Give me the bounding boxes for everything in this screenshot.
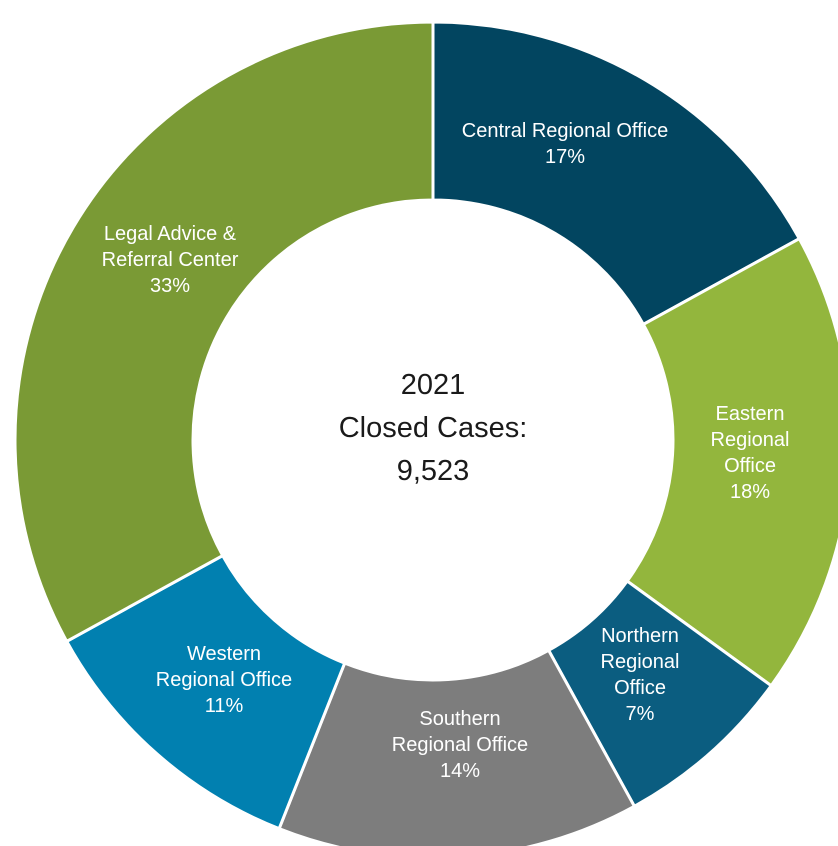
slice-label-4-line-0: Western <box>187 643 261 665</box>
slice-label-0: Central Regional Office 17% <box>462 120 668 168</box>
slice-label-1-line-3: 18% <box>730 481 770 503</box>
slice-label-3-line-1: Regional Office <box>392 734 528 756</box>
slice-label-4: Western Regional Office 11% <box>156 643 292 717</box>
slice-1 <box>625 236 838 688</box>
slice-0 <box>431 20 802 327</box>
center-subtitle: Closed Cases: <box>339 412 528 444</box>
slice-label-4-line-1: Regional Office <box>156 669 292 691</box>
slice-label-1-line-0: Eastern <box>716 403 785 425</box>
slice-label-5: Legal Advice & Referral Center 33% <box>102 223 239 297</box>
slice-labels-group: Central Regional Office 17% Eastern Regiona… <box>102 120 790 782</box>
slice-label-2-line-3: 7% <box>626 703 655 725</box>
slice-label-4-line-2: 11% <box>205 695 244 717</box>
slice-label-3-line-0: Southern <box>419 708 500 730</box>
slice-label-0-line-1: 17% <box>545 146 585 168</box>
slice-label-2-line-2: Office <box>614 677 666 699</box>
slice-label-2: Northern Regional Office 7% <box>601 625 680 725</box>
slice-label-3-line-2: 14% <box>440 760 480 782</box>
center-total: 9,523 <box>397 455 470 487</box>
slice-label-5-line-0: Legal Advice & <box>104 223 237 245</box>
slice-label-1: Eastern Regional Office 18% <box>711 403 790 503</box>
slice-label-0-line-0: Central Regional Office <box>462 120 668 142</box>
slice-label-1-line-2: Office <box>724 455 776 477</box>
slice-label-5-line-1: Referral Center <box>102 249 239 271</box>
slice-label-3: Southern Regional Office 14% <box>392 708 528 782</box>
slice-label-2-line-1: Regional <box>601 651 680 673</box>
center-title: 2021 <box>401 369 466 401</box>
slice-label-2-line-0: Northern <box>601 625 679 647</box>
slice-5 <box>13 20 435 644</box>
slice-label-5-line-2: 33% <box>150 275 190 297</box>
slice-label-1-line-1: Regional <box>711 429 790 451</box>
slices-group <box>13 20 838 846</box>
